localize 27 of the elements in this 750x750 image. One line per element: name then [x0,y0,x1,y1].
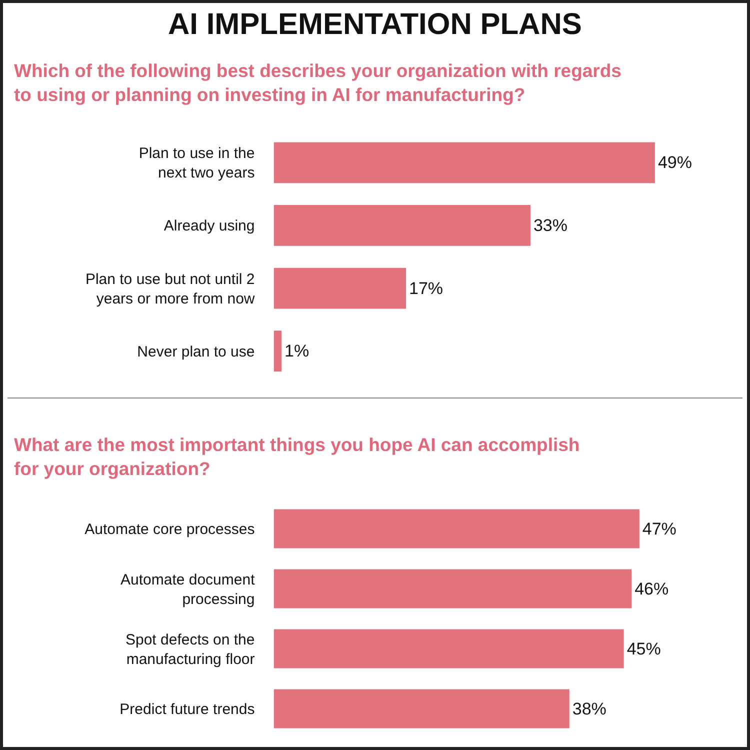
data-label: 33% [533,216,568,235]
data-label: 46% [634,579,669,598]
y-tick-label: Plan to use but not until 2 years or more from now [85,270,255,308]
bar [274,629,624,668]
bar [274,569,632,608]
bar [274,330,282,372]
data-label: 49% [658,153,692,172]
y-tick-label: Predict future trends [120,701,255,718]
chart-subtitle: Which of the following best describes your organization with regards to using or planning on investing in AI for manufacturing? [14,60,622,106]
data-label: 47% [642,519,676,538]
chart-title: AI IMPLEMENTATION PLANS [168,8,582,41]
bar [274,689,570,728]
data-label: 38% [572,699,606,718]
bar [274,142,655,184]
bar [274,509,640,548]
data-label: 1% [284,342,310,361]
y-tick-label: Automate core processes [84,521,255,538]
y-tick-label: Never plan to use [137,343,255,360]
y-tick-label: Automate document processing [120,571,256,608]
y-tick-label: Already using [164,218,255,235]
y-tick-label: Spot defects on the manufacturing floor [125,631,255,668]
data-label: 45% [626,639,661,658]
chart-title: What are the most important things you hope AI can accomplish for your organization? [14,434,580,480]
bar [274,268,406,309]
data-label: 17% [409,278,444,298]
y-tick-label: Plan to use in the next two years [138,145,255,182]
bar [274,205,530,246]
